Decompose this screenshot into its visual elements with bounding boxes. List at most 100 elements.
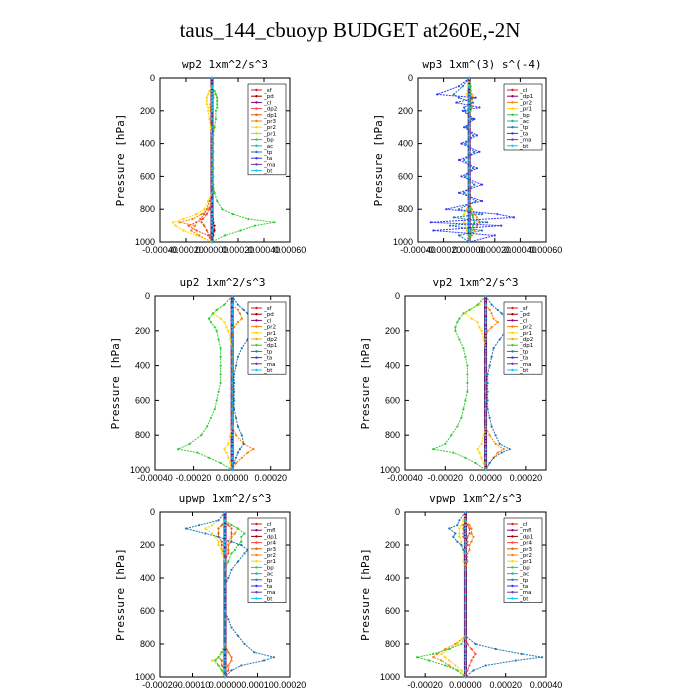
data-point [184,527,188,530]
legend-marker [255,362,258,365]
data-point [484,456,487,459]
data-point [466,373,469,376]
data-point [253,651,256,654]
panel-title: wp3 1xm^(3) s^(-4) [422,58,541,71]
data-point [220,524,223,527]
data-point [223,609,227,613]
y-tick-label: 800 [398,204,413,214]
data-point [456,669,459,672]
data-point [210,85,214,88]
legend-marker [255,107,258,110]
data-point [468,183,471,186]
x-tick-label: 0.00020 [254,473,287,483]
data-point [471,216,475,219]
data-point [464,524,467,527]
data-point [236,425,239,428]
legend-marker [255,591,258,594]
data-point [464,618,467,621]
data-point [195,234,198,237]
data-point [480,183,484,186]
data-point [242,308,245,311]
data-point [493,234,496,237]
data-point [468,93,471,96]
data-point [448,664,451,667]
data-point [440,652,443,656]
data-point [470,317,473,320]
data-point [223,560,227,563]
legend-entry: _pr3 [263,119,277,125]
legend-marker [255,119,258,123]
data-point [500,451,503,454]
legend-marker [511,591,514,594]
data-point [231,399,234,402]
data-point [210,175,214,178]
legend-entry: _sf [263,88,273,94]
data-point [468,96,471,99]
data-point [462,347,465,350]
data-point [227,548,230,552]
y-tick-label: 1000 [393,237,413,247]
data-point [475,216,478,219]
data-point [474,96,477,99]
y-tick-label: 800 [385,430,400,440]
data-point [463,221,466,224]
legend-entry: _pr2 [263,325,276,331]
data-point [466,669,469,672]
data-point [220,664,223,667]
data-point [496,321,499,324]
data-point [490,312,493,315]
data-point [463,106,466,109]
data-point [234,456,238,459]
data-point [231,381,234,385]
data-point [458,535,461,538]
data-point [262,659,266,662]
data-point [174,224,177,227]
data-point [231,326,234,329]
data-point [231,329,234,332]
data-point [473,183,476,186]
legend-entry: _pd [263,94,274,100]
data-point [227,669,230,672]
x-tick-label: -0.00020 [142,680,178,690]
data-point [223,321,226,324]
x-tick-label: 0.00020 [479,245,512,255]
x-tick-label: -0.00020 [426,245,462,255]
legend-entry: _pr1 [519,107,532,113]
data-point [480,229,484,232]
panel-4: vp2 1xm^2/s^3 Pressure [hPa] 0 200 400 600 800… [359,276,547,483]
legend-marker [255,101,258,104]
data-point [484,355,487,358]
legend-entry: _pr2 [263,125,276,131]
data-point [215,399,218,402]
legend-entry: _mfl [263,528,276,534]
data-point [231,448,234,451]
legend-marker [255,344,258,347]
legend-entry: _bp [263,138,274,144]
legend-entry: _dp2 [263,337,277,343]
data-point [217,519,220,522]
data-point [470,532,473,535]
data-point [464,527,467,530]
legend-entry: _ta [519,131,528,137]
data-point [473,229,476,232]
legend-entry: _tp [519,125,529,131]
legend-marker [511,578,514,581]
legend-entry: _pd [519,312,530,318]
data-point [468,167,471,170]
legend-marker [511,337,514,341]
legend-entry: _cl [263,318,272,324]
data-point [464,669,467,672]
data-point [478,106,481,109]
y-tick-label: 800 [385,639,400,649]
legend-marker [255,572,258,575]
legend-marker [511,572,514,575]
data-point [480,456,483,459]
data-point [200,221,203,224]
data-point [465,229,468,232]
data-point [233,399,236,402]
data-point [458,317,461,320]
data-point [468,543,471,547]
data-point [227,456,230,459]
data-point [448,527,451,530]
data-point [480,329,483,332]
